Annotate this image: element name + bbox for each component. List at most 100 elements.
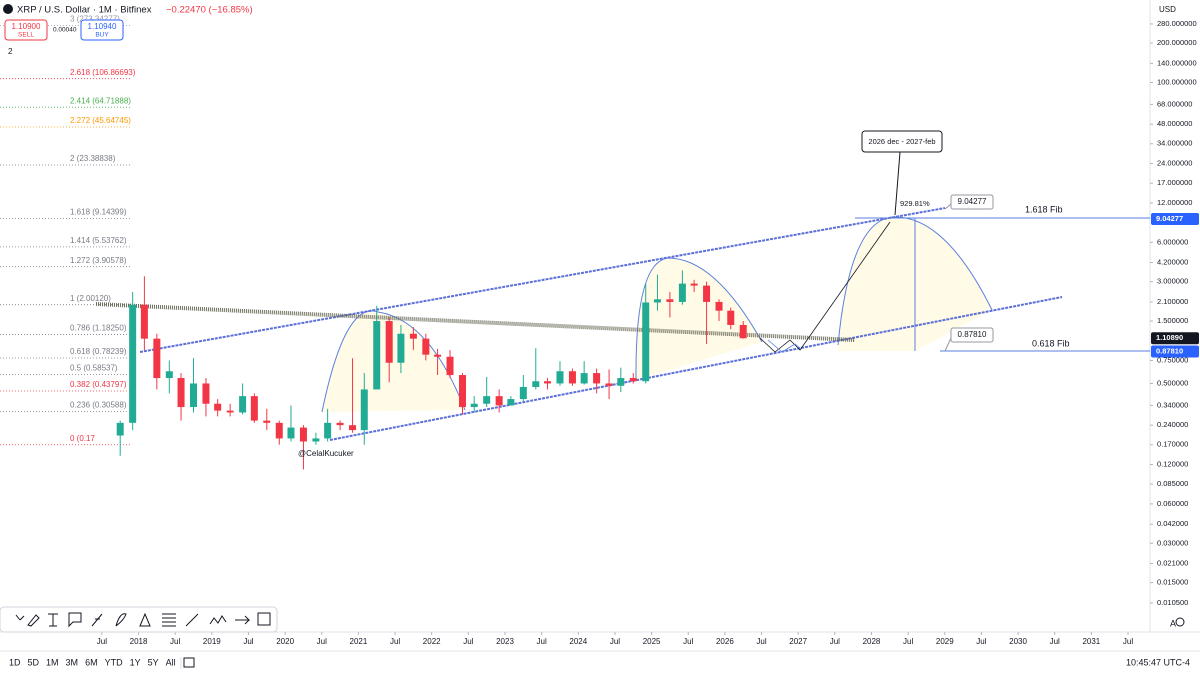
tool-icon[interactable] [235,615,251,625]
x-tick-label: Jul [1123,637,1133,646]
tool-icon[interactable] [185,613,199,627]
symbol: XRP / U.S. Dollar · 1M · Bitfinex [17,5,152,16]
y-tick-label: 34.000000 [1157,139,1192,148]
candle-body [299,427,307,442]
x-tick-label: 2030 [1009,637,1027,646]
timeframe-button[interactable]: 5Y [148,657,159,667]
auto-scale[interactable]: A [1170,618,1176,628]
timeframe-button[interactable]: 1Y [130,657,141,667]
candle-body [422,338,430,355]
tool-icon[interactable] [48,613,58,627]
fib-label: 2.414 (64.71888) [70,96,131,105]
price-tag-label: 9.04277 [1156,214,1183,223]
indicators-toggle[interactable]: 2 [8,47,13,56]
fib-label: 2 (23.38838) [70,154,116,163]
calendar-icon[interactable] [183,657,195,668]
x-tick-label: 2020 [276,637,294,646]
tool-icon[interactable] [209,615,227,625]
tool-icon[interactable] [15,614,25,621]
candle-body [434,354,442,357]
tool-icon[interactable] [27,614,40,627]
y-tick-label: 140.000000 [1157,58,1197,67]
fib-label: 1.618 (9.14399) [70,207,127,216]
sell-label: SELL [18,32,34,39]
drawings [95,130,1150,441]
candle-body [605,383,613,386]
candle-body [239,396,247,413]
timeframe-button[interactable]: 6M [85,657,98,667]
candle-body [385,321,393,363]
x-tick-label: Jul [463,637,473,646]
x-tick-label: 2027 [789,637,807,646]
candle-body [642,302,650,382]
timeframe-button[interactable]: 3M [66,657,79,667]
candle-body [556,371,564,384]
candle-body [519,386,527,400]
candle-body [263,420,271,423]
tool-icon[interactable] [139,612,151,627]
sell-button[interactable] [4,19,48,41]
price-tag [1151,212,1199,225]
y-tick-label: 17.000000 [1157,178,1192,187]
author: @CelalKucuker [298,449,354,458]
settings-icon[interactable] [1175,617,1185,627]
candle-body [397,333,405,363]
y-tick-label: 4.200000 [1157,258,1188,267]
candle-body [373,321,381,390]
candle-body [116,422,124,436]
y-tick-label: 68.000000 [1157,99,1192,108]
candle-body [226,410,234,413]
y-tick-label: 100.000000 [1157,77,1197,86]
currency: USD [1159,5,1176,14]
arc [321,310,466,413]
candle-body [690,283,698,286]
candle-body [544,381,552,384]
timeframe-button[interactable]: YTD [105,657,124,667]
target-box [950,194,994,210]
tool-icon[interactable] [91,613,103,627]
arc-fill [635,258,762,380]
candle-body [165,371,173,379]
low-box-text: 0.87810 [958,330,987,339]
candle-body [580,373,588,384]
timeframe-button[interactable]: 5D [28,657,40,667]
tool-icon[interactable] [115,613,127,627]
timeframe-button[interactable]: All [166,657,176,667]
x-tick-label: Jul [976,637,986,646]
tool-icon[interactable] [257,612,271,626]
fib-label: 0 (0.17 [70,434,95,443]
y-tick-label: 0.015000 [1157,578,1188,587]
x-tick-label: 2021 [350,637,368,646]
candle-body [483,396,491,404]
fib-label: 1.414 (5.53762) [70,236,127,245]
x-tick-label: Jul [830,637,840,646]
price-tag-label: 1.10890 [1156,333,1183,342]
time-axis: Jul 2018 Jul 2019 Jul 2020 Jul 2021 Jul 2022 Jul 20… [97,632,1133,646]
candle-body [250,396,258,421]
buy-button[interactable] [80,19,124,41]
symbol-icon [3,4,13,14]
spread: 0.00040 [53,27,77,34]
callout-box [861,130,943,153]
candle-body [287,427,295,439]
y-tick-label: 12.000000 [1157,198,1192,207]
candle-body [324,422,332,439]
fib-label: 0.236 (0.30588) [70,400,127,409]
tool-icon[interactable] [162,613,176,627]
projection-alt [767,339,801,353]
y-tick-label: 0.340000 [1157,400,1188,409]
buy-label: BUY [95,32,109,39]
fib-label: 0.786 (1.18250) [70,324,127,333]
channel-lower [329,296,1063,441]
candle-body [495,396,503,406]
x-tick-label: Jul [537,637,547,646]
candle-body [189,383,197,408]
y-tick-label: 0.240000 [1157,420,1188,429]
tool-icon[interactable] [68,612,82,628]
x-tick-label: 2028 [863,637,881,646]
timeframe-button[interactable]: 1M [46,657,59,667]
candle-body [360,389,368,431]
timeframe-button[interactable]: 1D [9,657,21,667]
candle-body [129,304,137,423]
